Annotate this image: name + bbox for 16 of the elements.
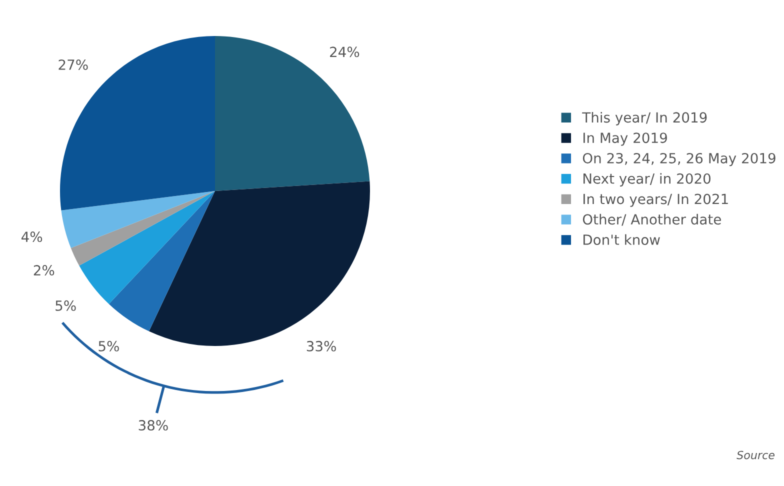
data-label: 5% [98, 340, 119, 352]
legend-label: In May 2019 [583, 132, 667, 146]
data-label: 33% [306, 340, 336, 352]
data-label: 5% [56, 300, 76, 311]
text: Source [736, 450, 775, 460]
legend-label: Next year/ in 2020 [583, 173, 710, 187]
data-label: 27% [58, 59, 88, 70]
text: 38% [138, 420, 168, 431]
legend-label: This year/ In 2019 [582, 112, 707, 126]
legend-label: Other/ Another date [582, 214, 721, 226]
legend-label: In two years/ In 2021 [583, 194, 728, 207]
data-label: 2% [34, 265, 54, 276]
data-label: 24% [330, 46, 360, 58]
data-label: 4% [22, 232, 42, 242]
legend-label: On 23, 24, 25, 26 May 2019 [582, 152, 776, 166]
legend-label: Don't know [583, 234, 660, 246]
